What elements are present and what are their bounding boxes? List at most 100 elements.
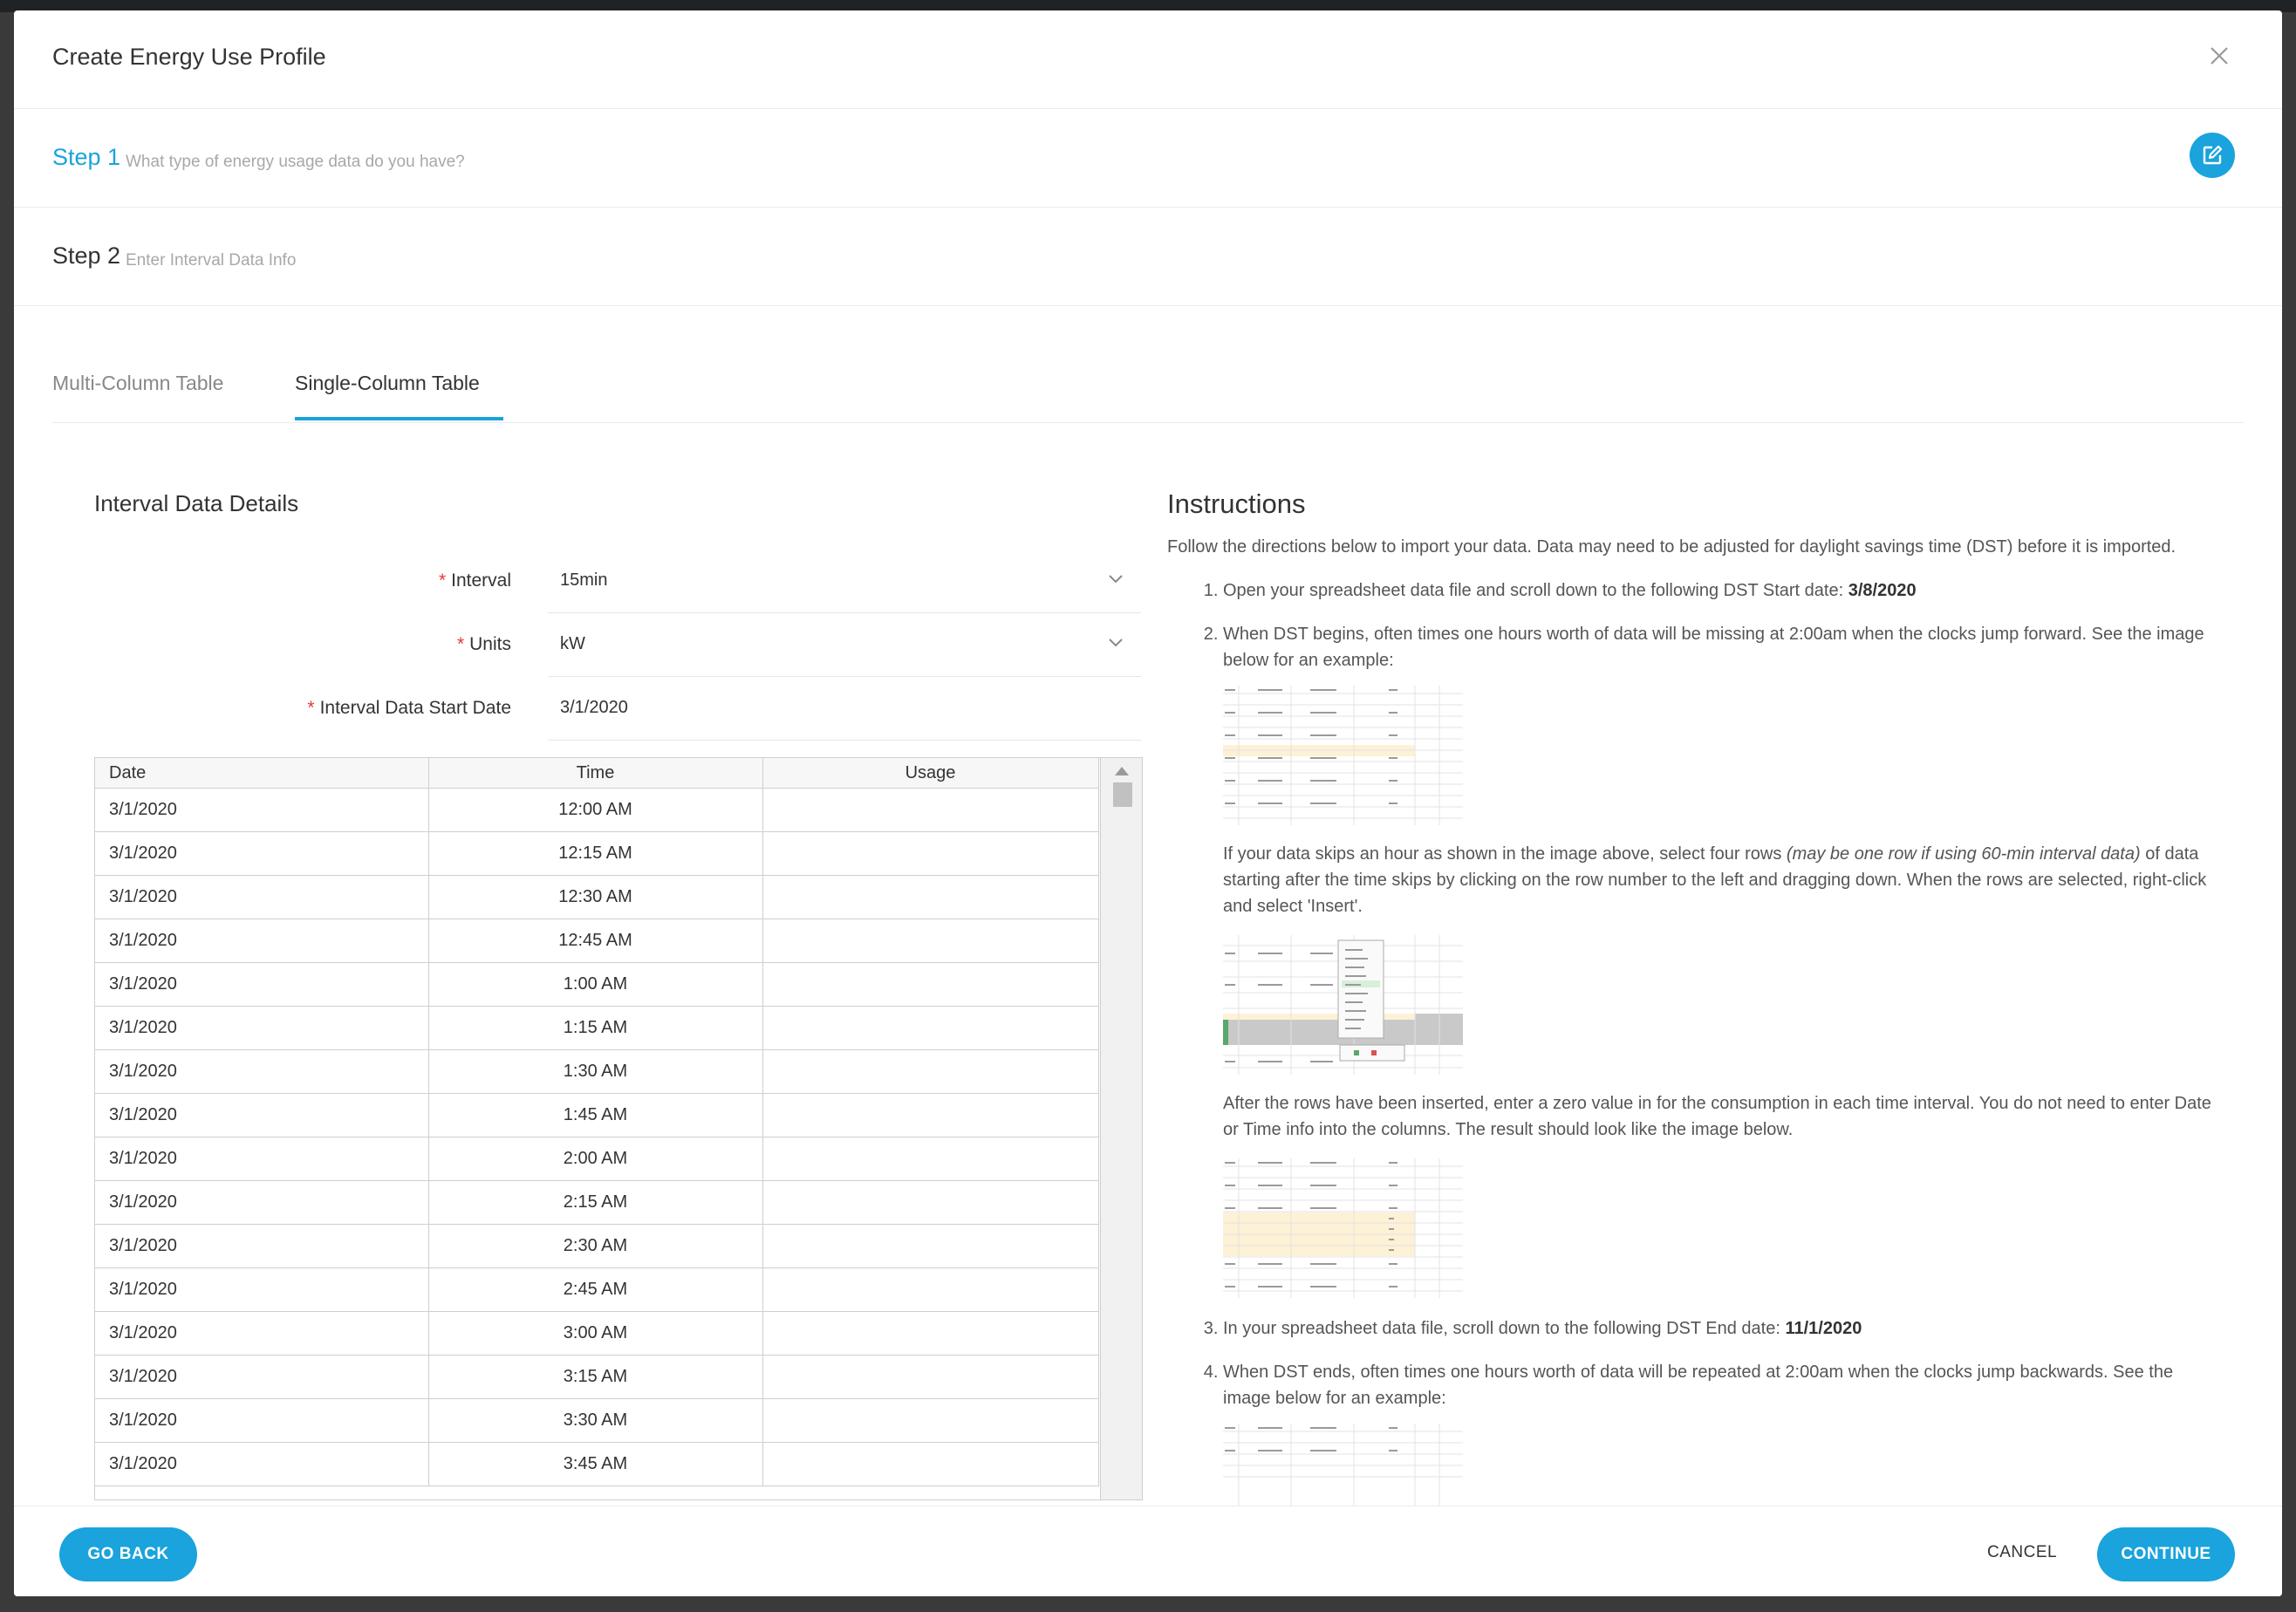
modal-title: Create Energy Use Profile — [52, 44, 326, 70]
cell-date: 3/1/2020 — [95, 962, 429, 1007]
cell-time: 2:15 AM — [428, 1180, 763, 1225]
interval-value: 15min — [560, 570, 608, 590]
app-top-bar — [0, 0, 2296, 12]
table-row: 3/1/2020 1:15 AM — [95, 1006, 1099, 1050]
create-profile-modal: Create Energy Use Profile Step 1 What ty… — [14, 10, 2282, 1596]
table-body: 3/1/2020 12:00 AM 3/1/2020 12:15 AM 3/1/2020… — [95, 788, 1099, 1486]
instruction-step-4: When DST ends, often times one hours wor… — [1223, 1359, 2223, 1507]
step-1: Step 1 What type of energy usage data do… — [14, 109, 2282, 208]
instructions-intro: Follow the directions below to import yo… — [1167, 537, 2176, 557]
cell-usage[interactable] — [762, 1093, 1099, 1137]
cell-date: 3/1/2020 — [95, 1311, 429, 1356]
required-marker: * — [456, 634, 465, 654]
spreadsheet-missing-hour-image — [1223, 686, 1463, 825]
scrollbar-thumb[interactable] — [1113, 782, 1132, 807]
instruction-step-3: In your spreadsheet data file, scroll do… — [1223, 1315, 2223, 1342]
step-1-label: Step 1 — [52, 144, 121, 170]
start-date-input[interactable]: 3/1/2020 — [548, 679, 1141, 741]
instruction-step-1: Open your spreadsheet data file and scro… — [1223, 577, 2223, 604]
instruction-step-2: When DST begins, often times one hours w… — [1223, 621, 2223, 1298]
cell-time: 1:30 AM — [428, 1049, 763, 1094]
table-row: 3/1/2020 3:00 AM — [95, 1311, 1099, 1356]
cell-usage[interactable] — [762, 1006, 1099, 1050]
cell-time: 12:45 AM — [428, 919, 763, 963]
table-header-row: Date Time Usage — [95, 758, 1099, 789]
table-row: 3/1/2020 2:30 AM — [95, 1224, 1099, 1268]
chevron-down-icon — [1109, 575, 1123, 584]
interval-select[interactable]: 15min — [548, 551, 1141, 613]
spreadsheet-insert-rows-image — [1223, 935, 1463, 1075]
table-type-tabs: Multi-Column Table Single-Column Table — [52, 345, 2244, 423]
tab-single-column-table[interactable]: Single-Column Table — [295, 372, 480, 394]
cell-usage[interactable] — [762, 919, 1099, 963]
table-row: 3/1/2020 1:45 AM — [95, 1093, 1099, 1137]
start-date-row: * Interval Data Start Date 3/1/2020 — [94, 679, 1141, 741]
cell-date: 3/1/2020 — [95, 1137, 429, 1181]
grid-scrollbar[interactable] — [1100, 758, 1142, 1499]
cell-usage[interactable] — [762, 831, 1099, 876]
cell-time: 12:15 AM — [428, 831, 763, 876]
table-row: 3/1/2020 3:30 AM — [95, 1398, 1099, 1443]
step-2-label: Step 2 — [52, 242, 121, 269]
cell-time: 3:45 AM — [428, 1442, 763, 1486]
units-value: kW — [560, 634, 585, 653]
cell-usage[interactable] — [762, 1180, 1099, 1225]
instructions-title: Instructions — [1167, 488, 1306, 519]
modal-header: Create Energy Use Profile — [14, 10, 2282, 109]
cell-usage[interactable] — [762, 1049, 1099, 1094]
cell-time: 2:30 AM — [428, 1224, 763, 1268]
cell-date: 3/1/2020 — [95, 831, 429, 876]
cell-usage[interactable] — [762, 1224, 1099, 1268]
units-select[interactable]: kW — [548, 615, 1141, 677]
continue-button[interactable]: CONTINUE — [2097, 1527, 2235, 1581]
interval-label: * Interval — [438, 570, 511, 591]
cell-usage[interactable] — [762, 1355, 1099, 1399]
cell-usage[interactable] — [762, 1267, 1099, 1312]
table-row: 3/1/2020 3:45 AM — [95, 1442, 1099, 1486]
table-row: 3/1/2020 1:30 AM — [95, 1049, 1099, 1094]
cell-usage[interactable] — [762, 875, 1099, 919]
interval-details-title: Interval Data Details — [94, 490, 299, 516]
instruction-step-2-insert-rows: If your data skips an hour as shown in t… — [1223, 844, 2207, 916]
cell-date: 3/1/2020 — [95, 1180, 429, 1225]
dst-end-date: 11/1/2020 — [1785, 1319, 1862, 1338]
cell-date: 3/1/2020 — [95, 1093, 429, 1137]
cell-date: 3/1/2020 — [95, 875, 429, 919]
table-row: 3/1/2020 2:45 AM — [95, 1267, 1099, 1312]
instruction-step-2-enter-zero: After the rows have been inserted, enter… — [1223, 1094, 2211, 1139]
table-row: 3/1/2020 12:15 AM — [95, 831, 1099, 876]
dst-start-date: 3/8/2020 — [1848, 581, 1917, 600]
cell-date: 3/1/2020 — [95, 1224, 429, 1268]
instructions-panel: Instructions Follow the directions below… — [1167, 473, 2223, 1507]
spreadsheet-result-image — [1223, 1158, 1463, 1298]
column-header-date: Date — [95, 758, 429, 789]
cell-time: 1:00 AM — [428, 962, 763, 1007]
tab-multi-column-table[interactable]: Multi-Column Table — [52, 372, 224, 394]
close-icon[interactable] — [2204, 40, 2235, 72]
table-row: 3/1/2020 3:15 AM — [95, 1355, 1099, 1399]
cell-date: 3/1/2020 — [95, 1442, 429, 1486]
cell-time: 12:30 AM — [428, 875, 763, 919]
units-row: * Units kW — [94, 615, 1141, 677]
cell-usage[interactable] — [762, 962, 1099, 1007]
cell-usage[interactable] — [762, 1398, 1099, 1443]
cell-usage[interactable] — [762, 788, 1099, 832]
cell-usage[interactable] — [762, 1311, 1099, 1356]
table-row: 3/1/2020 12:00 AM — [95, 788, 1099, 832]
spreadsheet-repeated-hour-image — [1223, 1424, 1463, 1507]
step-1-description: What type of energy usage data do you ha… — [126, 153, 465, 171]
start-date-label: * Interval Data Start Date — [307, 698, 511, 718]
step-2: Step 2 Enter Interval Data Info — [14, 208, 2282, 306]
active-tab-indicator — [295, 417, 503, 420]
step-2-description: Enter Interval Data Info — [126, 251, 297, 270]
scroll-up-arrow-icon[interactable] — [1115, 767, 1129, 775]
cell-usage[interactable] — [762, 1137, 1099, 1181]
cell-time: 2:00 AM — [428, 1137, 763, 1181]
edit-step-button[interactable] — [2190, 133, 2235, 178]
cell-usage[interactable] — [762, 1442, 1099, 1486]
cell-time: 3:00 AM — [428, 1311, 763, 1356]
cell-date: 3/1/2020 — [95, 1049, 429, 1094]
cancel-button[interactable]: CANCEL — [1987, 1543, 2058, 1561]
go-back-button[interactable]: GO BACK — [59, 1527, 197, 1581]
required-marker: * — [307, 698, 315, 718]
